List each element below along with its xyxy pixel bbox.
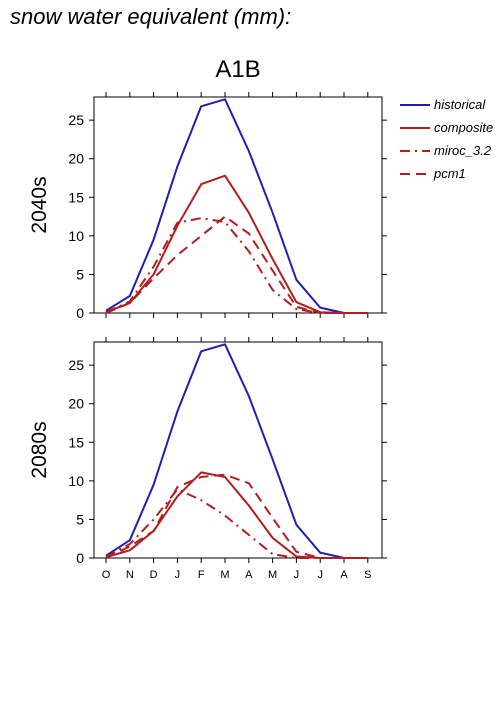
legend-label-composite: composite <box>434 120 494 135</box>
x-tick-label: D <box>150 569 158 581</box>
y-tick-label: 0 <box>76 305 84 321</box>
page-title: snow water equivalent (mm): <box>10 4 292 29</box>
x-tick-label: A <box>245 569 253 581</box>
series-line-historical <box>105 98 368 314</box>
y-tick-label: 0 <box>76 550 84 566</box>
series-line-composite <box>105 174 368 314</box>
y-tick-label: 15 <box>68 189 84 205</box>
series-line-pcm1 <box>105 215 368 314</box>
x-tick-label: S <box>364 569 371 581</box>
y-tick-label: 25 <box>68 357 84 373</box>
y-axis-label: 2080s <box>28 421 51 478</box>
legend-swatch-miroc <box>400 150 430 152</box>
x-tick-label: J <box>175 569 181 581</box>
series-line-miroc-3-2 <box>105 488 368 559</box>
x-tick-label: M <box>220 569 229 581</box>
y-tick-label: 15 <box>68 434 84 450</box>
y-tick-label: 10 <box>68 228 84 244</box>
x-tick-label: J <box>294 569 300 581</box>
x-tick-label: A <box>340 569 348 581</box>
scenario-title: A1B <box>215 56 261 83</box>
series-line-miroc-3-2 <box>105 217 368 314</box>
x-tick-label: O <box>102 569 111 581</box>
y-tick-label: 25 <box>68 112 84 128</box>
legend-swatch-historical <box>400 104 430 106</box>
series-line-historical <box>105 343 368 559</box>
y-tick-label: 20 <box>68 151 84 167</box>
y-tick-label: 5 <box>76 266 84 282</box>
legend-swatch-composite <box>400 127 430 129</box>
plot-frame <box>93 96 383 314</box>
legend-swatch-pcm1 <box>400 173 430 175</box>
panel-2080s: 0 5 10 15 20 25 O N D J F M A M J J A S 2080s <box>28 337 387 581</box>
x-tick-label: F <box>198 569 205 581</box>
x-tick-label: J <box>317 569 323 581</box>
legend-label-pcm1: pcm1 <box>434 166 466 181</box>
y-tick-label: 5 <box>76 511 84 527</box>
y-tick-label: 20 <box>68 396 84 412</box>
legend-label-miroc: miroc_3.2 <box>434 143 492 158</box>
plot-frame <box>93 341 383 559</box>
panel-2040s: 0 5 10 15 20 25 2040s <box>28 92 387 321</box>
series-line-pcm1 <box>105 473 368 559</box>
x-tick-label: M <box>268 569 277 581</box>
series-line-composite <box>105 471 368 559</box>
legend-label-historical: historical <box>434 97 486 112</box>
y-axis-label: 2040s <box>28 176 51 233</box>
y-tick-label: 10 <box>68 473 84 489</box>
x-tick-label: N <box>126 569 134 581</box>
